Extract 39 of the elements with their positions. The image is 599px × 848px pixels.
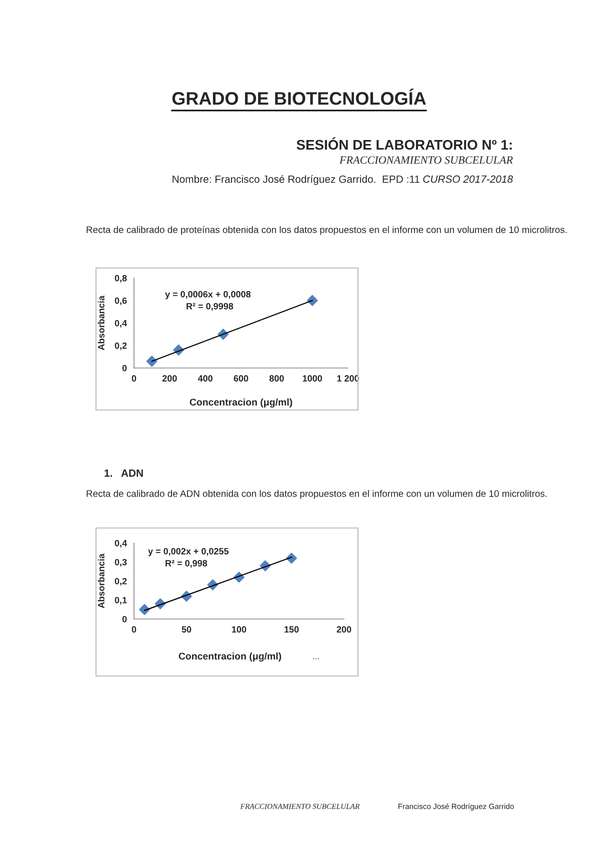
point (146, 356, 158, 367)
text: SESIÓN DE LABORATORIO Nº 1: (296, 137, 512, 150)
annotation: y = 0,002x + 0,0255 (148, 548, 229, 556)
text: 1. ADN (104, 470, 143, 477)
chart-title: Recta de calibrado de proteínas obtenida con los datos propuestos en el informe con un volumen de 10 microlitros. (86, 226, 567, 235)
annotation: y = 0,0006x + 0,0008 (165, 291, 251, 300)
x-tick-label: 200 (162, 375, 177, 382)
y-tick-label: 0,4 (114, 320, 128, 328)
x-tick-label: 200 (336, 626, 352, 633)
x-tick-label: 800 (269, 375, 284, 382)
annotation: R² = 0,9998 (186, 303, 234, 311)
y-tick-label: 0 (122, 364, 127, 372)
text: ... (313, 658, 319, 660)
x-tick-label: 50 (182, 626, 192, 633)
text: CURSO 2017-2018 (423, 175, 513, 183)
text: Nombre: Francisco José Rodríguez Garrido. EPD :11 (172, 175, 420, 185)
x-tick-label: 400 (198, 375, 212, 382)
x-tick-label: 600 (234, 375, 248, 382)
y-axis-title: Absorbancia (98, 554, 104, 608)
y-tick-label: 0,8 (114, 274, 127, 283)
chart-title: Recta de calibrado de ADN obtenida con los datos propuestos en el informe con un volumen de 10 microlitros. (86, 490, 547, 499)
y-axis-title: Absorbancia (98, 296, 104, 350)
annotation: R² = 0,998 (166, 560, 208, 568)
x-tick-label: 0 (132, 626, 136, 633)
text: GRADO DE BIOTECNOLOGÍA (172, 88, 426, 105)
x-axis-title: Concentracion (μg/ml) (178, 652, 282, 662)
y-tick-label: 0 (122, 616, 127, 622)
y-tick-label: 0,4 (114, 540, 128, 548)
text: FRACCIONAMIENTO SUBCELULAR (339, 156, 513, 164)
y-tick-label: 0,1 (114, 596, 127, 605)
y-tick-label: 0,6 (114, 297, 127, 306)
x-tick-label: 150 (284, 626, 299, 633)
x-axis-title: Concentracion (μg/ml) (190, 398, 292, 408)
x-tick-label: 0 (132, 375, 136, 382)
y-tick-label: 0,2 (114, 578, 127, 586)
x-tick-label: 100 (232, 626, 246, 633)
y-tick-label: 0,2 (114, 342, 127, 350)
y-tick-label: 0,3 (114, 558, 127, 567)
x-tick-label: 1000 (302, 375, 322, 382)
